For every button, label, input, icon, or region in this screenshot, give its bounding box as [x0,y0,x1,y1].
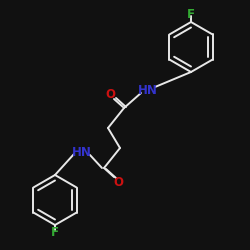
Text: F: F [51,226,59,239]
Text: HN: HN [72,146,92,158]
Text: HN: HN [138,84,158,96]
Text: F: F [187,8,195,20]
Text: O: O [113,176,123,188]
Text: O: O [105,88,115,102]
